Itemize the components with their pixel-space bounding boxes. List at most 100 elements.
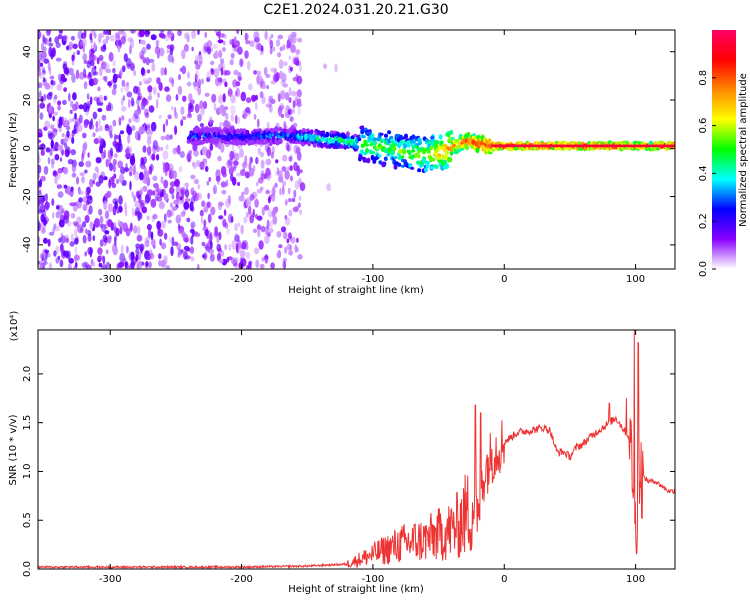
heatmap-noise-cell — [227, 88, 233, 97]
heatmap-noise-cell — [148, 228, 152, 239]
heatmap-noise-cell — [57, 105, 61, 111]
heatmap-noise-cell — [90, 118, 94, 126]
heatmap-noise-cell — [233, 36, 237, 46]
heatmap-noise-cell — [94, 78, 99, 85]
heatmap-noise-cell — [63, 87, 67, 92]
heatmap-noise-cell — [38, 144, 44, 151]
heatmap-noise-cell — [180, 211, 186, 217]
heatmap-noise-cell — [233, 152, 240, 161]
heatmap-noise-cell — [54, 225, 60, 232]
heatmap-noise-cell — [100, 45, 107, 52]
heatmap-noise-cell — [175, 214, 182, 224]
heatmap-noise-cell — [62, 99, 67, 105]
heatmap-noise-cell — [41, 227, 46, 234]
heatmap-noise-cell — [171, 193, 175, 200]
heatmap-noise-cell — [165, 94, 172, 102]
heatmap-noise-cell — [147, 131, 152, 140]
heatmap-noise-cell — [93, 71, 99, 76]
heatmap-noise-cell — [183, 250, 188, 260]
heatmap-noise-cell — [49, 132, 55, 141]
heatmap-noise-cell — [129, 180, 132, 191]
heatmap-noise-cell — [40, 95, 44, 103]
heatmap-noise-cell — [112, 158, 117, 166]
heatmap-noise-cell — [105, 261, 111, 269]
heatmap-noise-cell — [40, 175, 46, 182]
heatmap-noise-cell — [82, 148, 86, 156]
heatmap-signal-cell — [411, 149, 416, 153]
heatmap-noise-cell — [261, 257, 265, 262]
heatmap-noise-cell — [139, 161, 146, 170]
heatmap-noise-cell — [248, 260, 253, 265]
heatmap-noise-cell — [277, 52, 282, 58]
heatmap-signal-cell — [355, 145, 359, 150]
heatmap-signal-cell — [197, 135, 202, 140]
heatmap-noise-cell — [189, 228, 195, 234]
heatmap-noise-cell — [197, 30, 200, 35]
heatmap-noise-cell — [239, 249, 246, 259]
heatmap-noise-cell — [120, 105, 127, 112]
heatmap-noise-cell — [195, 55, 199, 62]
heatmap-noise-cell — [109, 147, 114, 157]
snr-axes: -300 -200 -100 0 100 0.0 0.5 1.0 1.5 2.0 — [22, 330, 675, 585]
heatmap-noise-cell — [52, 115, 55, 122]
heatmap-noise-cell — [48, 42, 54, 47]
heatmap-noise-cell — [165, 264, 171, 269]
heatmap-noise-cell — [136, 261, 143, 269]
heatmap-noise-cell — [204, 159, 208, 166]
heatmap-noise-cell — [133, 85, 139, 94]
heatmap-noise-cell — [265, 167, 271, 178]
heatmap-noise-cell — [71, 57, 75, 66]
heatmap-noise-cell — [168, 236, 172, 244]
heatmap-noise-cell — [78, 190, 84, 195]
heatmap-noise-cell — [95, 157, 102, 164]
heatmap-noise-cell — [142, 77, 148, 84]
heatmap-noise-cell — [241, 241, 246, 250]
heatmap-signal-cell — [339, 144, 344, 149]
heatmap-noise-cell — [64, 234, 69, 242]
heatmap-noise-cell — [195, 160, 201, 167]
heatmap-noise-cell — [74, 246, 78, 256]
heatmap-signal-cell — [466, 131, 471, 138]
heatmap-noise-cell — [55, 57, 62, 62]
heatmap-noise-cell — [107, 203, 113, 213]
heatmap-noise-cell — [278, 244, 283, 249]
heatmap-noise-cell — [119, 130, 125, 135]
heatmap-noise-cell — [118, 133, 121, 143]
heatmap-noise-cell — [38, 59, 41, 69]
heatmap-signal-cell — [365, 147, 369, 154]
heatmap-noise-cell — [98, 32, 105, 39]
heatmap-noise-cell — [145, 240, 150, 248]
heatmap-signal-cell — [307, 141, 312, 147]
heatmap-noise-cell — [291, 34, 297, 44]
heatmap-noise-cell — [71, 73, 76, 83]
heatmap-noise-cell — [142, 98, 147, 103]
heatmap-noise-cell — [59, 157, 63, 162]
heatmap-noise-cell — [114, 143, 120, 150]
heatmap-noise-cell — [167, 30, 171, 36]
heatmap-noise-cell — [95, 127, 99, 133]
heatmap-noise-cell — [38, 179, 43, 188]
heatmap-noise-cell — [93, 32, 97, 39]
heatmap-noise-cell — [210, 206, 216, 216]
heatmap-noise-cell — [123, 53, 128, 62]
heatmap-noise-cell — [223, 209, 227, 217]
heatmap-noise-cell — [282, 185, 285, 196]
heatmap-noise-cell — [234, 47, 239, 52]
heatmap-noise-cell — [107, 30, 111, 36]
heatmap-noise-cell — [154, 194, 159, 202]
heatmap-noise-cell — [41, 67, 46, 74]
heatmap-noise-cell — [107, 101, 112, 112]
heatmap-noise-cell — [157, 92, 160, 99]
heatmap-noise-cell — [142, 145, 147, 153]
y-tick-label: 40 — [22, 45, 33, 58]
colorbar-tick-label: 0.4 — [698, 165, 709, 181]
heatmap-noise-cell — [284, 109, 288, 118]
heatmap-noise-cell — [97, 107, 103, 113]
heatmap-noise-cell — [148, 105, 155, 113]
heatmap-noise-cell — [70, 186, 74, 192]
heatmap-noise-cell — [247, 110, 252, 114]
heatmap-noise-cell — [46, 253, 51, 258]
heatmap-noise-cell — [288, 250, 293, 256]
heatmap-noise-cell — [72, 43, 78, 50]
heatmap-noise-cell — [71, 136, 75, 144]
